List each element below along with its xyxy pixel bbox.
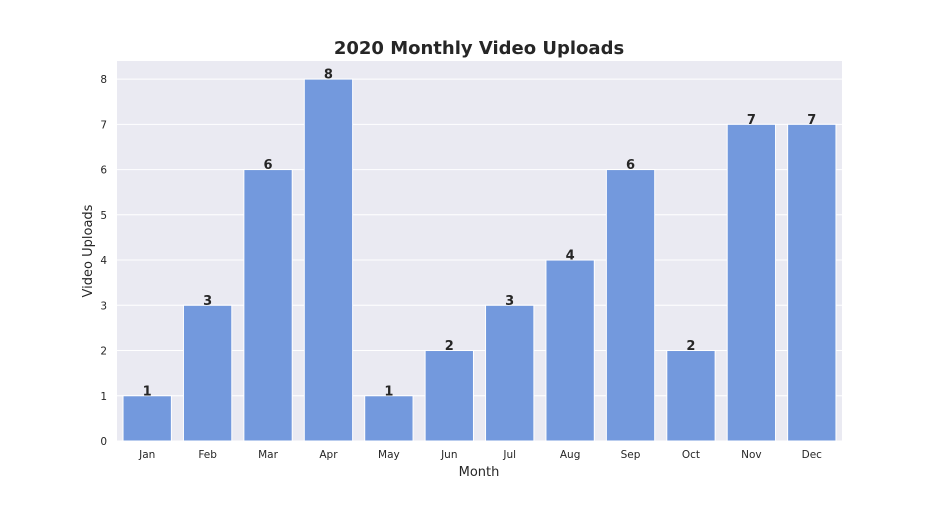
data-label-dec: 7 [807,113,816,128]
x-tick-label-jan: Jan [138,449,155,461]
bar-jun [424,350,474,442]
data-label-sep: 6 [626,158,635,173]
x-tick-label-may: May [378,449,400,461]
y-tick-label: 1 [100,391,107,403]
x-tick-label-oct: Oct [682,449,700,461]
x-tick-label-jun: Jun [440,449,457,461]
bar-sep [605,169,656,442]
x-axis-label: Month [459,465,500,480]
data-label-jan: 1 [143,384,152,399]
bar-aug [545,259,595,442]
data-label-feb: 3 [203,294,212,309]
bar-may [364,395,414,442]
x-tick-label-mar: Mar [258,449,278,461]
data-label-jul: 3 [505,294,514,309]
data-label-nov: 7 [747,113,756,128]
bar-mar [243,169,293,442]
data-label-apr: 8 [324,68,333,83]
bar-nov [726,123,777,442]
x-tick-label-aug: Aug [560,449,581,461]
x-tick-label-feb: Feb [198,449,217,461]
data-label-oct: 2 [686,339,695,354]
data-labels: 1 3 6 8 1 2 3 4 6 2 7 7 [143,68,817,400]
y-tick-label: 6 [100,165,107,177]
data-label-aug: 4 [566,249,575,264]
data-label-jun: 2 [445,339,454,354]
x-tick-label-sep: Sep [621,449,641,461]
y-tick-label: 2 [100,346,107,358]
x-tick-label-nov: Nov [741,449,762,461]
bar-jan [122,395,172,442]
y-tick-labels: 0 1 2 3 4 5 6 7 8 [100,74,107,448]
y-tick-label: 4 [100,255,107,267]
bar-jul [485,304,535,442]
data-label-mar: 6 [264,158,273,173]
y-tick-label: 3 [100,300,107,312]
bar-dec [787,123,837,442]
x-tick-labels: Jan Feb Mar Apr May Jun Jul Aug Sep Oct Nov Dec [138,449,822,461]
x-tick-label-dec: Dec [802,449,823,461]
bar-feb [182,304,233,442]
bars [122,78,837,442]
y-tick-label: 0 [100,436,107,448]
y-axis-label: Video Uploads [81,204,96,297]
y-tick-label: 7 [100,119,107,131]
gridlines [117,78,842,442]
x-tick-label-apr: Apr [319,449,338,461]
bar-apr [303,78,354,442]
x-tick-label-jul: Jul [502,449,516,461]
bar-oct [666,350,716,442]
data-label-may: 1 [384,384,393,399]
chart-title: 2020 Monthly Video Uploads [334,38,624,59]
y-tick-label: 8 [100,74,107,86]
y-tick-label: 5 [100,210,107,222]
